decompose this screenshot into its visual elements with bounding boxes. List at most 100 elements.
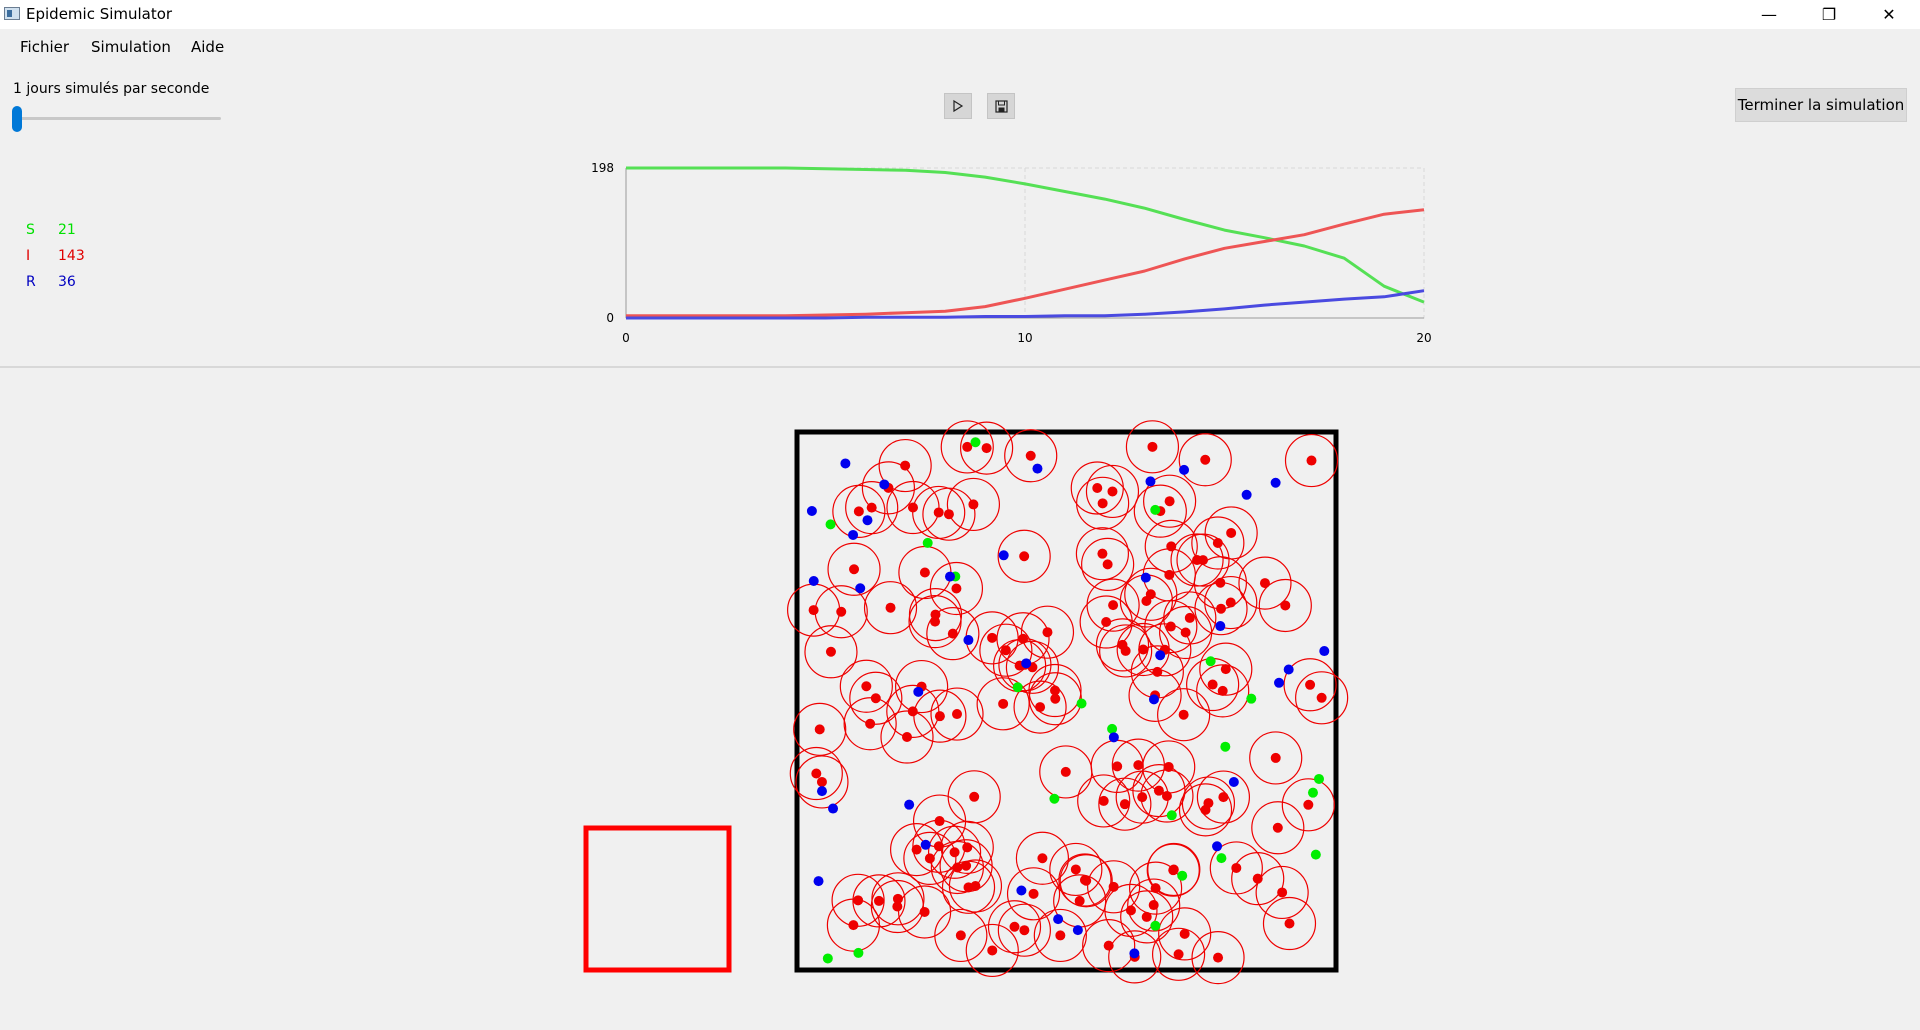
recovered-agent xyxy=(1129,948,1140,959)
infected-agent xyxy=(1019,551,1030,562)
infection-radius xyxy=(1147,842,1201,897)
menu-aide[interactable]: Aide xyxy=(191,38,225,56)
infected-agent xyxy=(873,895,884,906)
infection-radius xyxy=(1085,464,1140,519)
maximize-button[interactable]: ❐ xyxy=(1800,0,1858,29)
infection-radius xyxy=(1070,461,1124,515)
infected-agent xyxy=(1200,804,1211,815)
recovered-agent xyxy=(1215,621,1226,632)
infected-agent xyxy=(816,776,827,787)
infection-radius xyxy=(1127,878,1181,932)
infection-radius xyxy=(1196,664,1250,718)
infection-radius xyxy=(1251,801,1305,855)
speed-label: 1 jours simulés par seconde xyxy=(13,81,210,97)
infected-agent xyxy=(1107,486,1118,497)
menu-fichier[interactable]: Fichier xyxy=(20,38,70,56)
infection-radius xyxy=(832,484,886,538)
speed-slider-thumb[interactable] xyxy=(12,106,22,132)
susceptible-agent xyxy=(853,947,864,958)
infected-agent xyxy=(961,860,972,871)
sir-line-chart: 0 10 20 0 198 xyxy=(591,161,1432,345)
x-tick-label: 20 xyxy=(1416,331,1431,345)
infected-agent xyxy=(1000,645,1011,656)
play-icon xyxy=(953,99,964,113)
infected-agent xyxy=(848,920,859,931)
recovered-label: R xyxy=(26,274,36,290)
play-button[interactable] xyxy=(944,93,972,119)
infected-agent xyxy=(919,567,930,578)
infection-radius xyxy=(947,770,1001,824)
infected-agent xyxy=(1097,498,1108,509)
recovered-agent xyxy=(920,839,931,850)
close-button[interactable]: ✕ xyxy=(1860,0,1918,29)
infection-radius xyxy=(827,542,881,596)
infection-radius xyxy=(941,860,996,914)
infection-radius xyxy=(1053,874,1107,928)
infected-agent xyxy=(1159,644,1170,655)
infected-agent xyxy=(1042,627,1053,638)
infected-agent xyxy=(1303,799,1314,810)
infected-agent xyxy=(934,816,945,827)
infected-agent xyxy=(1098,795,1109,806)
minimize-button[interactable]: — xyxy=(1740,0,1798,29)
infected-agent xyxy=(911,844,922,855)
infected-agent xyxy=(1147,441,1158,452)
infected-agent xyxy=(1138,644,1149,655)
infection-radius xyxy=(898,885,952,939)
susceptible-agent xyxy=(1310,849,1321,860)
save-button[interactable] xyxy=(987,93,1015,119)
infected-agent xyxy=(1284,918,1295,929)
infected-agent xyxy=(955,930,966,941)
infected-agent xyxy=(1117,639,1128,650)
infected-agent xyxy=(962,842,973,853)
recovered-agent xyxy=(1274,677,1285,688)
infected-agent xyxy=(1108,881,1119,892)
infected-agent xyxy=(933,841,944,852)
infected-agent xyxy=(1145,589,1156,600)
series-line-i xyxy=(626,208,1425,318)
infected-agent xyxy=(1212,537,1223,548)
susceptible-count-row: S 21 xyxy=(26,222,76,238)
infection-radius xyxy=(878,438,932,493)
infected-agent xyxy=(949,847,960,858)
susceptible-agent xyxy=(1049,793,1060,804)
infection-radius xyxy=(1028,663,1082,718)
infection-radius xyxy=(948,859,1003,913)
infection-radius xyxy=(1087,860,1141,914)
susceptible-agent xyxy=(1205,656,1216,667)
infection-radius xyxy=(1115,770,1169,824)
infection-radius xyxy=(1125,420,1180,474)
infected-agent xyxy=(1200,454,1211,465)
infection-radius xyxy=(1193,556,1247,610)
infected-agent xyxy=(1133,760,1144,771)
infection-radius xyxy=(1186,657,1240,712)
infected-agent xyxy=(1226,527,1237,538)
infected-agent xyxy=(1028,888,1039,899)
infected-agent xyxy=(1163,761,1174,772)
infected-agent xyxy=(1129,951,1140,962)
recovered-agent xyxy=(813,876,824,887)
infected-agent xyxy=(1168,865,1179,876)
infected-agent xyxy=(1280,600,1291,611)
infected-agent xyxy=(1035,702,1046,713)
infected-agent xyxy=(1173,949,1184,960)
recovered-agent xyxy=(963,635,974,646)
infection-radius xyxy=(922,487,976,541)
infected-agent xyxy=(861,681,872,692)
infected-agent xyxy=(1055,930,1066,941)
infected-agent xyxy=(853,506,864,517)
end-simulation-button[interactable]: Terminer la simulation xyxy=(1735,88,1907,122)
susceptible-agent xyxy=(1107,723,1118,734)
infection-radius xyxy=(1176,533,1230,587)
infection-radius xyxy=(1120,890,1174,944)
infected-agent xyxy=(1097,548,1108,559)
infected-agent xyxy=(1198,555,1209,566)
infection-radius xyxy=(871,872,925,926)
susceptible-agent xyxy=(1246,693,1257,704)
infected-agent xyxy=(1014,660,1025,671)
recovered-agent xyxy=(1016,885,1027,896)
infected-agent xyxy=(934,711,945,722)
infected-agent xyxy=(865,718,876,729)
recovered-agent xyxy=(1021,658,1032,669)
menu-simulation[interactable]: Simulation xyxy=(91,38,171,56)
